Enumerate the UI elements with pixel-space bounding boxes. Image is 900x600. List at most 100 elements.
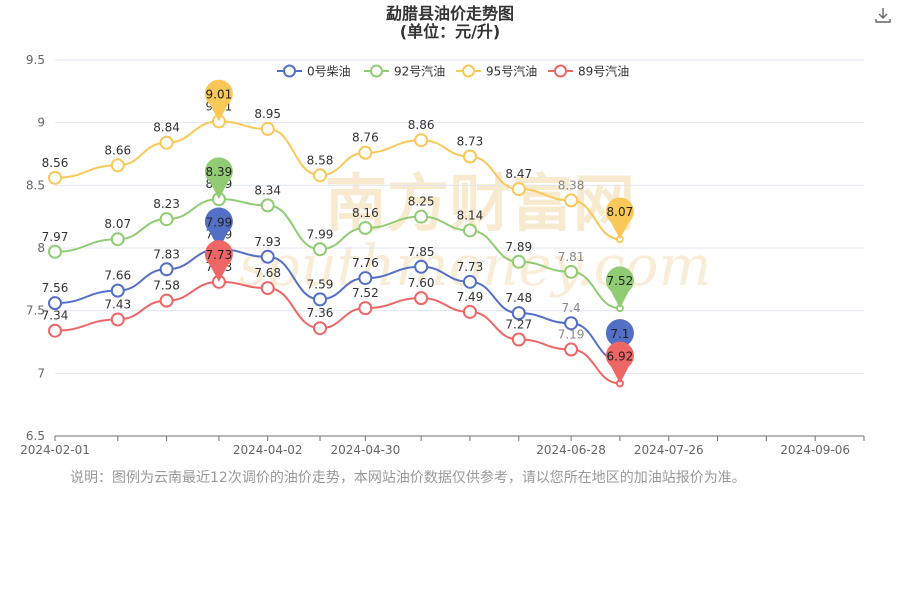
y-tick-label: 7 [37,366,45,380]
data-point[interactable] [511,182,526,197]
data-point[interactable] [358,271,373,286]
data-label: 7.34 [42,309,69,323]
data-point[interactable] [511,332,526,347]
data-label: 7.60 [408,276,435,290]
footnote: 说明：图例为云南最近12次调价的油价走势，本网站油价数据仅供参考，请以您所在地区… [70,470,746,486]
legend-item[interactable]: 92号汽油 [364,64,445,79]
x-tick-label: 2024-04-30 [330,443,400,457]
data-point[interactable] [313,242,328,257]
y-tick-label: 6.5 [26,429,45,443]
data-point[interactable] [564,264,579,279]
legend-item[interactable]: 0号柴油 [277,64,351,79]
data-point[interactable] [462,149,477,164]
data-label: 7.49 [457,290,484,304]
data-point[interactable] [511,254,526,269]
data-point[interactable] [462,274,477,289]
data-label: 8.95 [254,107,281,121]
data-point[interactable] [462,223,477,238]
data-point[interactable] [260,249,275,264]
data-point[interactable] [48,323,62,338]
data-label: 7.99 [307,227,334,241]
x-tick-label: 2024-07-26 [634,443,704,457]
data-label: 7.97 [42,230,69,244]
data-point[interactable] [110,312,125,327]
data-label: 8.47 [505,167,532,181]
data-point[interactable] [564,342,579,357]
y-tick-label: 8.5 [26,178,45,192]
pin-shape [605,341,634,384]
data-label: 8.58 [307,153,334,167]
data-point[interactable] [414,133,429,148]
data-point[interactable] [110,283,125,298]
pin-shape [204,207,233,250]
data-point[interactable] [414,209,429,224]
pin-shape [204,240,233,282]
min-marker: 8.07 [605,197,634,240]
data-point[interactable] [159,293,174,308]
download-icon[interactable] [874,6,892,24]
chart-title: 勐腊县油价走势图 [385,4,514,23]
chart-legend[interactable]: 0号柴油 92号汽油 95号汽油 89号汽油 [277,64,629,79]
legend-symbol [283,64,296,78]
data-label: 8.34 [254,183,281,197]
x-tick-label: 2024-02-01 [20,443,90,457]
data-point[interactable] [260,281,275,296]
data-point[interactable] [159,135,174,150]
pin-label: 8.07 [607,205,634,219]
data-point[interactable] [511,306,526,321]
max-marker: 7.73 [204,240,233,282]
pin-label: 9.01 [206,87,233,101]
data-label: 7.93 [254,235,281,249]
data-point[interactable] [48,244,62,259]
data-label: 8.76 [352,131,379,145]
data-point[interactable] [260,121,275,136]
data-point[interactable] [110,158,125,173]
data-label: 7.52 [352,286,379,300]
data-point[interactable] [564,316,579,331]
pin-shape [605,197,634,240]
data-label: 7.83 [153,247,180,261]
data-label: 7.76 [352,256,379,270]
chart-subtitle: (单位：元/升) [399,22,501,41]
pin-label: 6.92 [607,349,634,363]
y-tick-label: 8 [37,241,45,255]
data-point[interactable] [48,170,62,185]
data-point[interactable] [313,292,328,307]
legend-symbol [554,64,567,78]
data-point[interactable] [260,198,275,213]
data-label: 8.56 [42,156,69,170]
data-label: 7.36 [307,306,334,320]
data-point[interactable] [358,145,373,160]
data-label: 7.27 [505,317,532,331]
data-point[interactable] [313,168,328,183]
pin-shape [605,266,634,309]
data-label: 7.89 [505,240,532,254]
data-point[interactable] [159,262,174,277]
data-label: 7.19 [558,328,585,342]
data-point[interactable] [313,321,328,336]
legend-symbol [462,64,475,78]
data-label: 8.38 [558,178,585,192]
min-marker: 6.92 [605,341,634,384]
legend-item[interactable]: 95号汽油 [456,64,537,79]
data-point[interactable] [159,212,174,227]
data-point[interactable] [414,259,429,274]
pin-label: 7.99 [206,215,233,229]
legend-label: 92号汽油 [394,64,445,79]
data-point[interactable] [110,232,125,247]
data-point[interactable] [48,296,62,311]
pin-label: 7.52 [607,274,634,288]
data-point[interactable] [358,220,373,235]
data-label: 8.14 [457,208,484,222]
data-point[interactable] [564,193,579,208]
pin-label: 8.39 [206,165,233,179]
data-point[interactable] [462,304,477,319]
max-marker: 8.39 [204,157,233,200]
data-point[interactable] [358,301,373,316]
legend-symbol [370,64,383,78]
data-label: 8.25 [408,195,435,209]
legend-item[interactable]: 89号汽油 [548,64,629,79]
data-point[interactable] [414,291,429,306]
